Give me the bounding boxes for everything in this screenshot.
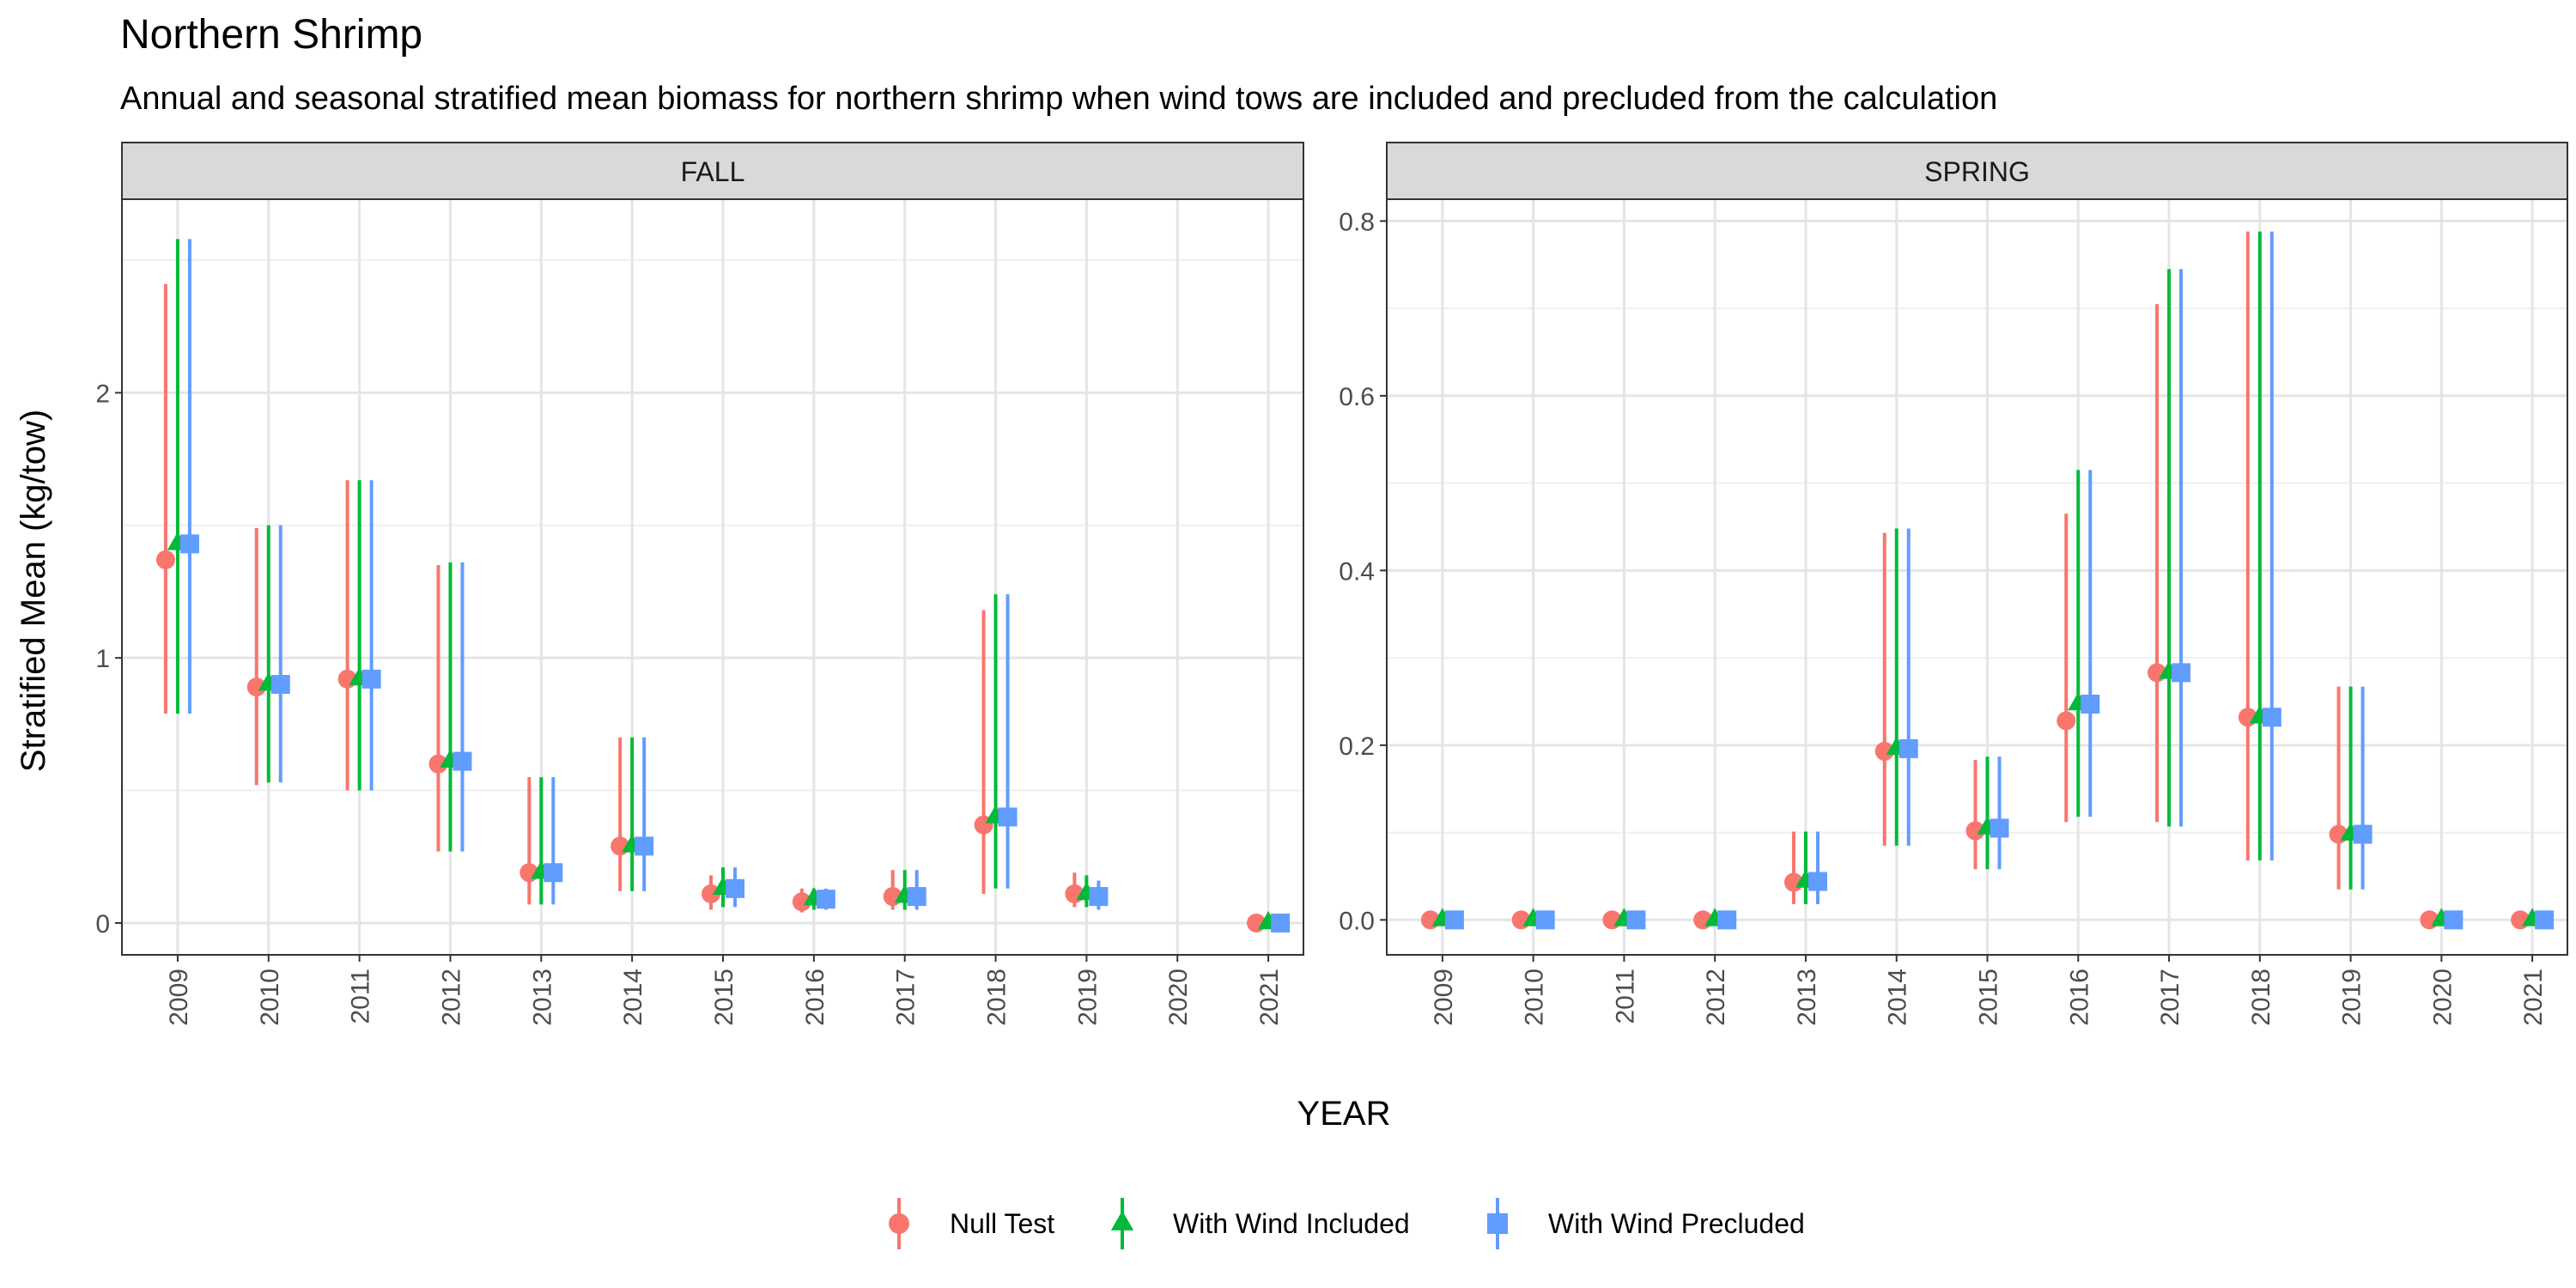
chart-subtitle: Annual and seasonal stratified mean biom… (120, 81, 1997, 117)
legend-key-marker (1110, 1210, 1134, 1230)
data-point (2353, 824, 2372, 844)
facet-label: FALL (681, 156, 745, 187)
x-tick-label: 2010 (1521, 969, 1549, 1026)
x-tick-label: 2015 (1975, 969, 2003, 1026)
data-point (702, 884, 720, 903)
x-tick-label: 2011 (1611, 969, 1639, 1024)
data-point (2444, 910, 2464, 930)
data-point (2172, 663, 2191, 683)
data-point (1965, 821, 1985, 841)
series-with-wind-precluded (1444, 231, 2555, 930)
legend-key-marker (889, 1213, 909, 1234)
x-tick-label: 2015 (710, 969, 738, 1026)
x-tick-label: 2014 (619, 969, 647, 1026)
data-point (179, 534, 199, 554)
x-tick-label: 2009 (1430, 969, 1458, 1026)
data-point (1990, 818, 2009, 838)
x-tick-label: 2021 (2519, 969, 2548, 1026)
x-tick-label: 2016 (2065, 969, 2093, 1026)
legend-label: Null Test (950, 1208, 1054, 1239)
legend-label: With Wind Precluded (1548, 1208, 1805, 1239)
series-with-wind-precluded (179, 239, 1291, 933)
data-point (544, 863, 563, 883)
x-tick-label: 2021 (1255, 969, 1284, 1026)
legend-label: With Wind Included (1173, 1208, 1410, 1239)
data-point (2081, 695, 2100, 714)
data-point (246, 677, 266, 697)
y-tick-label: 1 (95, 645, 110, 673)
data-point (2535, 910, 2555, 930)
x-tick-label: 2014 (1884, 969, 1912, 1026)
x-tick-label: 2019 (1073, 969, 1102, 1026)
x-tick-label: 2012 (1702, 969, 1730, 1026)
data-point (635, 836, 654, 856)
data-point (1089, 887, 1109, 907)
x-tick-label: 2020 (1164, 969, 1193, 1026)
legend-item: With Wind Precluded (1487, 1198, 1805, 1249)
x-tick-label: 2012 (437, 969, 465, 1026)
y-tick-label: 0.2 (1339, 732, 1375, 761)
data-point (1444, 910, 1464, 930)
x-tick-label: 2010 (256, 969, 284, 1026)
data-point (428, 754, 448, 774)
chart-title: Northern Shrimp (120, 12, 422, 58)
data-point (998, 807, 1018, 827)
y-tick-label: 0 (95, 910, 110, 939)
data-point (792, 892, 811, 912)
data-point (155, 550, 175, 569)
data-point (726, 878, 744, 898)
facet-label: SPRING (1924, 156, 2030, 187)
facet-strip (1386, 142, 2568, 200)
plot-area (122, 199, 1303, 955)
x-tick-label: 2013 (1793, 969, 1821, 1026)
legend-item: Null Test (889, 1198, 1054, 1249)
data-point (816, 890, 835, 909)
legend: Null Test With Wind Included With Wind Pre… (889, 1198, 1805, 1249)
x-tick-label: 2017 (892, 969, 920, 1026)
data-point (1899, 738, 1918, 758)
x-tick-label: 2020 (2428, 969, 2457, 1026)
data-point (2262, 708, 2281, 727)
y-tick-label: 0.4 (1339, 557, 1375, 586)
panel-fall: FALL 0 1 2 2009 2010 2011 2012 2013 2014 2015 2016 2… (95, 142, 1304, 1026)
x-tick-label: 2013 (528, 969, 556, 1026)
panels: FALL 0 1 2 2009 2010 2011 2012 2013 2014 2015 2016 2… (95, 142, 2568, 1026)
legend-key-marker (1487, 1213, 1508, 1234)
data-point (1626, 910, 1646, 930)
y-axis-label: Stratified Mean (kg/tow) (15, 410, 52, 772)
x-axis-label: YEAR (1297, 1095, 1391, 1133)
x-tick-label: 2016 (801, 969, 829, 1026)
panel-border (121, 198, 1304, 956)
panel-spring: SPRING 0.0 0.2 0.4 0.6 0.8 2009 2010 2011 2012 201… (1339, 142, 2568, 1026)
x-tick-label: 2018 (2247, 969, 2275, 1026)
x-tick-label: 2019 (2338, 969, 2366, 1026)
data-point (453, 751, 472, 771)
y-tick-label: 2 (95, 380, 110, 408)
data-point (1535, 910, 1555, 930)
data-point (2057, 711, 2076, 731)
data-point (907, 887, 927, 907)
data-point (361, 669, 381, 689)
x-tick-label: 2018 (983, 969, 1012, 1026)
x-tick-label: 2011 (347, 969, 375, 1024)
data-point (1807, 872, 1827, 891)
panel-border (1386, 198, 2568, 956)
x-tick-label: 2009 (165, 969, 193, 1026)
data-point (1717, 910, 1737, 930)
y-tick-label: 0.8 (1339, 208, 1375, 236)
legend-item: With Wind Included (1110, 1198, 1410, 1249)
y-tick-label: 0.6 (1339, 383, 1375, 411)
data-point (1874, 741, 1894, 761)
data-point (1271, 913, 1291, 933)
x-tick-label: 2017 (2156, 969, 2184, 1026)
y-tick-label: 0.0 (1339, 907, 1375, 935)
facet-strip (121, 142, 1304, 200)
data-point (270, 675, 290, 695)
